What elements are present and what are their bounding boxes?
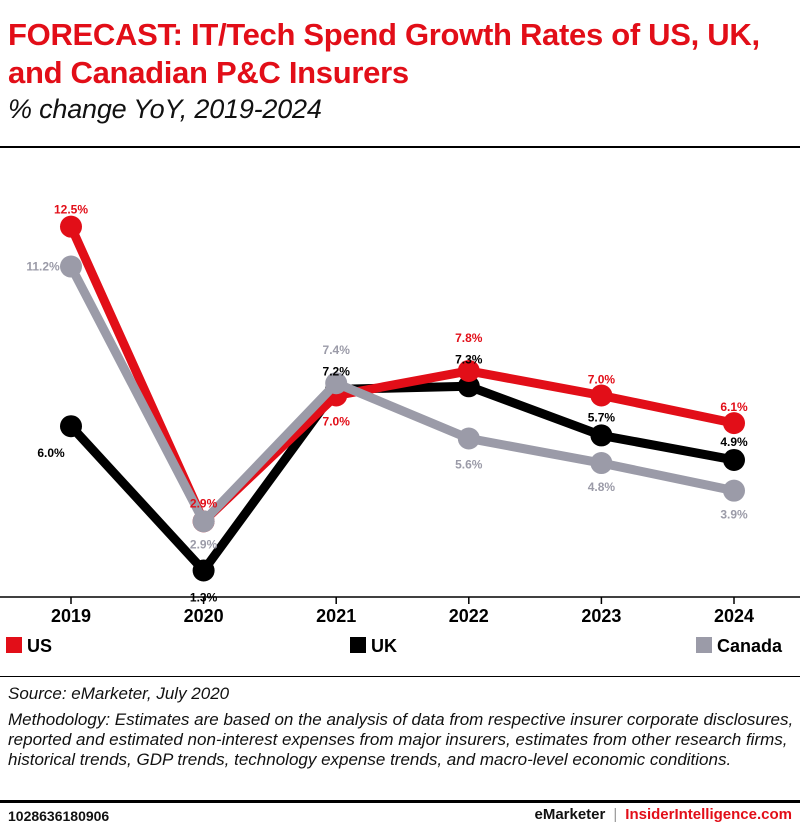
data-label-canada-2024: 3.9% [720,508,748,522]
title-rule [0,146,800,148]
chart-subtitle: % change YoY, 2019-2024 [8,94,322,124]
point-uk-2022 [457,375,480,398]
brand: eMarketer | InsiderIntelligence.com [534,806,792,823]
data-label-uk-2021: 7.2% [323,364,351,378]
legend-swatch-us [6,637,22,653]
data-label-canada-2022: 5.6% [455,457,483,471]
legend-swatch-uk [350,637,366,653]
point-canada-2023 [590,452,613,475]
data-label-canada-2023: 4.8% [588,480,616,494]
point-canada-2022 [457,427,480,450]
data-label-canada-2021: 7.4% [323,343,351,357]
data-label-us-2019: 12.5% [54,203,88,217]
data-label-uk-2024: 4.9% [720,435,748,449]
brand-separator: | [613,806,618,823]
legend-swatch-canada [696,637,712,653]
footer-bar [0,800,800,803]
legend-label-uk: UK [371,636,397,656]
brand-insider-intelligence: InsiderIntelligence.com [625,806,792,823]
legend-label-us: US [27,636,52,656]
x-tick-label-2019: 2019 [51,606,91,626]
source-note: Source: eMarketer, July 2020 [8,684,230,703]
data-label-canada-2019: 11.2% [26,260,60,274]
point-uk-2024 [723,448,745,471]
point-us-2022 [457,359,480,382]
point-canada-2024 [723,479,745,502]
point-canada-2021 [325,372,348,395]
x-tick-label-2020: 2020 [184,606,224,626]
data-label-canada-2020: 2.9% [190,537,218,551]
point-uk-2023 [590,424,613,447]
legend-label-canada: Canada [717,636,783,656]
point-uk-2019 [60,415,82,438]
point-us-2023 [590,384,613,407]
data-label-uk-2022: 7.3% [455,352,483,366]
point-uk-2020 [192,559,215,582]
x-tick-label-2024: 2024 [714,606,754,626]
x-tick-label-2021: 2021 [316,606,356,626]
line-chart: 12.5%2.9%7.0%7.8%7.0%6.1%6.0%1.3%7.2%7.3… [0,203,800,656]
chart-title: FORECAST: IT/Tech Spend Growth Rates of … [8,17,760,90]
data-label-us-2022: 7.8% [455,331,483,345]
data-label-us-2020: 2.9% [190,496,218,510]
chart-id: 1028636180906 [8,808,110,824]
brand-emarketer: eMarketer [534,806,606,823]
data-label-uk-2019: 6.0% [37,446,65,460]
point-canada-2019 [60,255,82,278]
data-label-us-2024: 6.1% [720,400,748,414]
x-tick-label-2022: 2022 [449,606,489,626]
series-line-canada [66,262,739,526]
data-label-us-2023: 7.0% [588,373,616,387]
series-line-us [66,222,739,526]
x-tick-label-2023: 2023 [581,606,621,626]
data-label-us-2021: 7.0% [323,415,351,429]
methodology-note: Methodology: Estimates are based on the … [8,710,794,769]
point-canada-2020 [192,510,215,533]
data-label-uk-2023: 5.7% [588,410,616,424]
footer-rule [0,676,800,677]
point-us-2024 [723,412,745,435]
series-line-uk [66,381,739,575]
point-us-2019 [60,215,82,238]
